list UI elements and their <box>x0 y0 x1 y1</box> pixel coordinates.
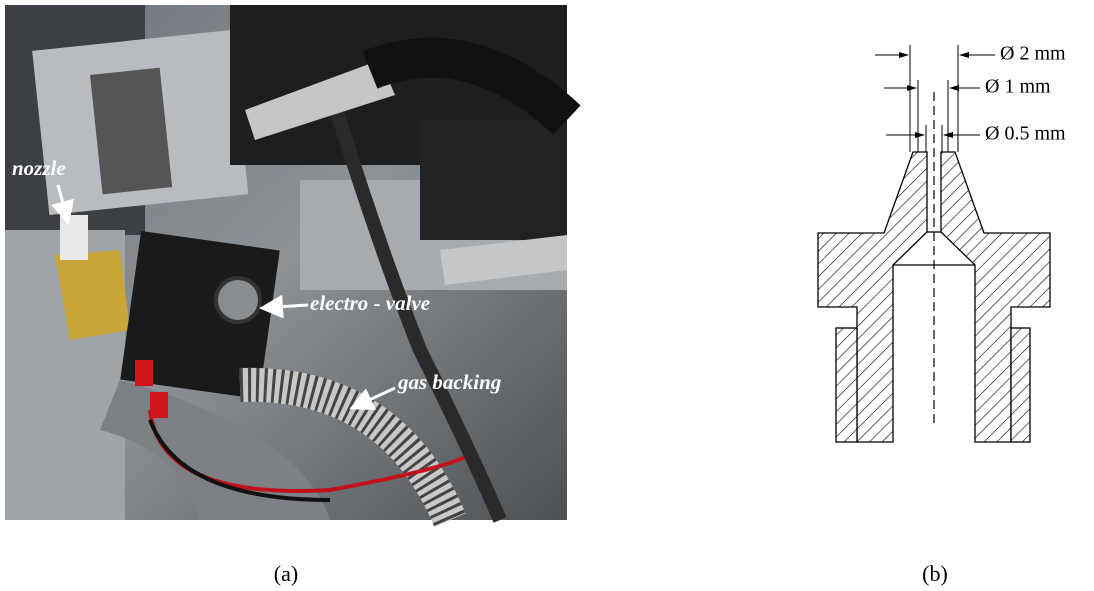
caption-a: (a) <box>274 561 298 586</box>
dimension-label: Ø 1 mm <box>985 76 1051 98</box>
photo <box>5 5 567 520</box>
caption-b: (b) <box>922 561 948 586</box>
label-gas-backing: gas backing <box>397 370 501 394</box>
label-nozzle: nozzle <box>12 156 66 180</box>
dimension-label: Ø 0.5 mm <box>985 123 1066 145</box>
figure: nozzle electro - valve gas backing (a) Ø… <box>0 0 1094 591</box>
label-electro-valve: electro - valve <box>310 291 430 315</box>
dimension-label: Ø 2 mm <box>1000 43 1066 65</box>
nozzle-drawing <box>818 45 1050 442</box>
